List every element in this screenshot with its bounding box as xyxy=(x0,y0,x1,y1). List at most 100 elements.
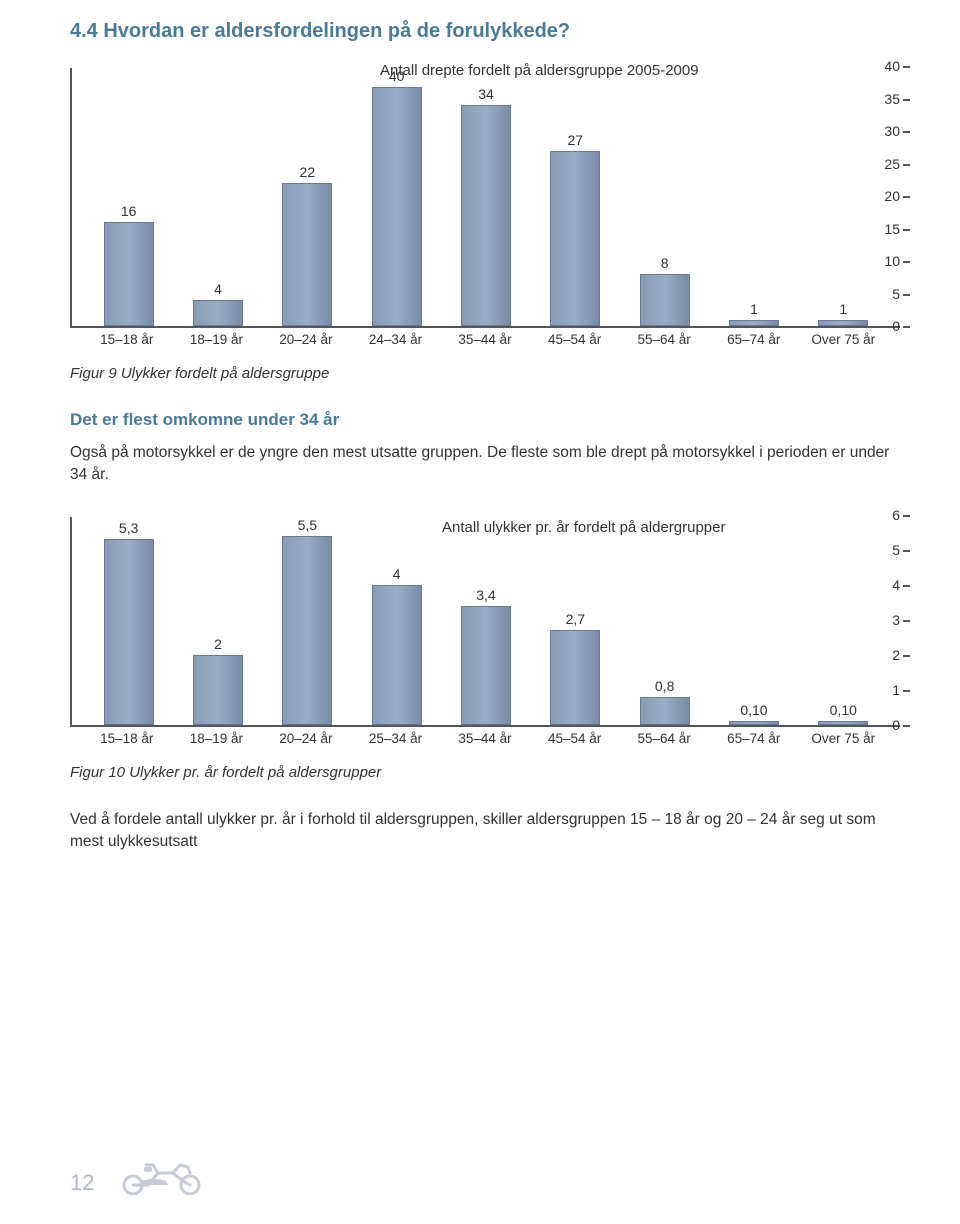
bar xyxy=(372,585,422,725)
bar-value-label: 0,10 xyxy=(740,702,767,718)
bar-value-label: 22 xyxy=(300,164,316,180)
chart1-plot: 403530252015105016422403427811 xyxy=(70,68,900,328)
y-tick: 0 xyxy=(892,717,900,733)
body-text-2: Ved å fordele antall ulykker pr. år i fo… xyxy=(70,809,900,854)
x-label: 18–19 år xyxy=(172,332,262,347)
bar-value-label: 27 xyxy=(568,132,584,148)
subsection-title: Det er flest omkomne under 34 år xyxy=(70,410,900,430)
bar xyxy=(729,320,779,327)
x-label: 65–74 år xyxy=(709,332,799,347)
bar-value-label: 0,8 xyxy=(655,678,674,694)
bar-value-label: 1 xyxy=(839,301,847,317)
y-tick: 5 xyxy=(892,542,900,558)
bar-wrap: 1 xyxy=(799,68,888,326)
x-label: 55–64 år xyxy=(619,731,709,746)
x-label: Over 75 år xyxy=(799,332,889,347)
bar-value-label: 34 xyxy=(478,86,494,102)
bar-wrap: 40 xyxy=(352,68,441,326)
bar-wrap: 5,5 xyxy=(263,517,352,725)
x-label: 55–64 år xyxy=(619,332,709,347)
x-label: 35–44 år xyxy=(440,731,530,746)
bar-wrap: 27 xyxy=(531,68,620,326)
bar xyxy=(461,105,511,326)
x-label: Over 75 år xyxy=(799,731,889,746)
bar-wrap: 2,7 xyxy=(531,517,620,725)
bar xyxy=(104,539,154,725)
bar-value-label: 2,7 xyxy=(566,611,585,627)
bar-wrap: 8 xyxy=(620,68,709,326)
body-text-1: Også på motorsykkel er de yngre den mest… xyxy=(70,442,900,487)
bar xyxy=(104,222,154,326)
bar xyxy=(461,606,511,725)
bar-value-label: 4 xyxy=(393,566,401,582)
y-tick: 35 xyxy=(884,91,900,107)
y-tick: 25 xyxy=(884,156,900,172)
motorcycle-icon xyxy=(118,1153,206,1200)
y-tick: 40 xyxy=(884,58,900,74)
bar-wrap: 0,8 xyxy=(620,517,709,725)
bar xyxy=(372,87,422,326)
x-label: 35–44 år xyxy=(440,332,530,347)
bar xyxy=(640,274,690,326)
y-tick: 1 xyxy=(892,682,900,698)
y-tick: 20 xyxy=(884,188,900,204)
x-label: 24–34 år xyxy=(351,332,441,347)
bar-wrap: 34 xyxy=(441,68,530,326)
chart-accidents-per-year: Antall ulykker pr. år fordelt på aldergr… xyxy=(70,517,900,746)
bar-wrap: 22 xyxy=(263,68,352,326)
bar xyxy=(818,320,868,327)
y-tick: 10 xyxy=(884,253,900,269)
chart-age-deaths: Antall drepte fordelt på aldersgruppe 20… xyxy=(70,68,900,347)
bar-wrap: 0,10 xyxy=(709,517,798,725)
x-label: 25–34 år xyxy=(351,731,441,746)
bar-value-label: 5,3 xyxy=(119,520,138,536)
y-tick: 4 xyxy=(892,577,900,593)
bar xyxy=(818,721,868,725)
y-tick: 5 xyxy=(892,286,900,302)
bar-value-label: 4 xyxy=(214,281,222,297)
bar-wrap: 1 xyxy=(709,68,798,326)
bar xyxy=(282,536,332,725)
x-label: 15–18 år xyxy=(82,332,172,347)
bar-wrap: 16 xyxy=(84,68,173,326)
bar xyxy=(729,721,779,725)
bar-wrap: 5,3 xyxy=(84,517,173,725)
bar xyxy=(282,183,332,326)
bar xyxy=(193,655,243,725)
chart2-caption: Figur 10 Ulykker pr. år fordelt på alder… xyxy=(70,764,900,781)
x-label: 65–74 år xyxy=(709,731,799,746)
chart1-xaxis: 15–18 år18–19 år20–24 år24–34 år35–44 år… xyxy=(70,332,900,347)
bar xyxy=(550,151,600,327)
y-tick: 0 xyxy=(892,318,900,334)
bar-value-label: 2 xyxy=(214,636,222,652)
bar-value-label: 3,4 xyxy=(476,587,495,603)
bar-value-label: 8 xyxy=(661,255,669,271)
bar xyxy=(640,697,690,725)
bar-wrap: 2 xyxy=(173,517,262,725)
bar-value-label: 5,5 xyxy=(298,517,317,533)
x-label: 18–19 år xyxy=(172,731,262,746)
bar-value-label: 1 xyxy=(750,301,758,317)
bar-value-label: 0,10 xyxy=(830,702,857,718)
x-label: 45–54 år xyxy=(530,731,620,746)
bar-wrap: 3,4 xyxy=(441,517,530,725)
bar-wrap: 0,10 xyxy=(799,517,888,725)
page-number: 12 xyxy=(70,1170,94,1196)
bar xyxy=(193,300,243,326)
chart2-xaxis: 15–18 år18–19 år20–24 år25–34 år35–44 år… xyxy=(70,731,900,746)
y-tick: 2 xyxy=(892,647,900,663)
x-label: 15–18 år xyxy=(82,731,172,746)
bar-wrap: 4 xyxy=(173,68,262,326)
x-label: 45–54 år xyxy=(530,332,620,347)
chart1-caption: Figur 9 Ulykker fordelt på aldersgruppe xyxy=(70,365,900,382)
y-tick: 30 xyxy=(884,123,900,139)
x-label: 20–24 år xyxy=(261,332,351,347)
bar-value-label: 16 xyxy=(121,203,137,219)
bar xyxy=(550,630,600,725)
bar-value-label: 40 xyxy=(389,68,405,84)
y-tick: 15 xyxy=(884,221,900,237)
x-label: 20–24 år xyxy=(261,731,351,746)
y-tick: 3 xyxy=(892,612,900,628)
bar-wrap: 4 xyxy=(352,517,441,725)
y-tick: 6 xyxy=(892,507,900,523)
